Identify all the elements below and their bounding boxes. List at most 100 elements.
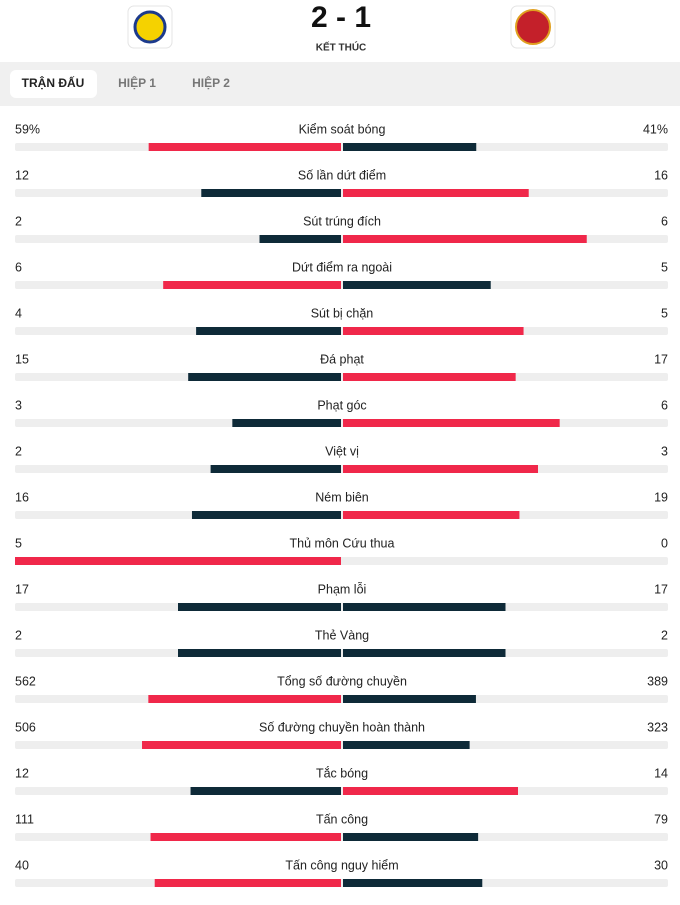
home-bar	[259, 235, 341, 243]
stat-label: Phạt góc	[317, 398, 366, 412]
away-value: 14	[654, 766, 668, 780]
home-bar	[142, 741, 341, 749]
tab[interactable]: HIỆP 1	[118, 75, 156, 90]
stat-label: Ném biên	[315, 490, 369, 504]
stat-label: Dứt điểm ra ngoài	[292, 260, 392, 274]
home-value: 2	[15, 628, 22, 642]
bar-track	[15, 143, 668, 151]
stat-label: Tổng số đường chuyền	[277, 674, 407, 688]
away-bar	[343, 327, 524, 335]
home-bar	[154, 879, 341, 887]
stat-label: Số đường chuyền hoàn thành	[259, 720, 425, 734]
away-bar	[343, 281, 491, 289]
home-value: 6	[15, 260, 22, 274]
home-value: 16	[15, 490, 29, 504]
home-bar	[15, 557, 341, 565]
bar-track	[15, 373, 668, 381]
home-value: 59%	[15, 122, 40, 136]
tab[interactable]: HIỆP 2	[192, 75, 230, 90]
stat-label: Sút bị chặn	[311, 306, 374, 320]
home-bar	[148, 143, 341, 151]
home-value: 12	[15, 766, 29, 780]
match-status: KẾT THÚC	[316, 41, 367, 54]
home-value: 4	[15, 306, 22, 320]
home-value: 40	[15, 858, 29, 872]
away-value: 3	[661, 444, 668, 458]
away-value: 6	[661, 214, 668, 228]
away-value: 79	[654, 812, 668, 826]
home-bar	[148, 695, 341, 703]
away-bar	[343, 511, 520, 519]
bar-track	[15, 603, 668, 611]
home-bar	[190, 787, 341, 795]
away-value: 30	[654, 858, 668, 872]
stat-label: Sút trúng đích	[303, 214, 381, 228]
away-bar	[343, 373, 516, 381]
away-value: 16	[654, 168, 668, 182]
home-bar	[150, 833, 341, 841]
home-bar	[178, 603, 341, 611]
away-bar	[343, 235, 587, 243]
away-bar	[343, 465, 538, 473]
away-bar	[343, 787, 518, 795]
away-value: 0	[661, 536, 668, 550]
away-value: 2	[661, 628, 668, 642]
home-bar	[163, 281, 341, 289]
away-bar	[343, 833, 479, 841]
home-bar	[178, 649, 341, 657]
bar-track	[15, 741, 668, 749]
away-value: 5	[661, 260, 668, 274]
stat-label: Thủ môn Cứu thua	[290, 536, 395, 550]
home-bar	[188, 373, 341, 381]
stat-label: Tắc bóng	[316, 765, 368, 780]
away-value: 17	[654, 352, 668, 366]
away-value: 41%	[643, 122, 668, 136]
bar-track	[15, 833, 668, 841]
home-value: 15	[15, 352, 29, 366]
home-bar	[191, 511, 341, 519]
stat-label: Tấn công nguy hiểm	[285, 858, 398, 872]
bar-track	[15, 695, 668, 703]
tab-bar	[0, 62, 680, 106]
home-value: 111	[15, 812, 34, 826]
away-bar	[343, 603, 506, 611]
tab[interactable]: TRẬN ĐẤU	[22, 75, 85, 90]
home-bar	[210, 465, 341, 473]
home-value: 562	[15, 674, 36, 688]
home-value: 12	[15, 168, 29, 182]
home-value: 2	[15, 214, 22, 228]
stat-label: Số lần dứt điểm	[298, 168, 386, 182]
bar-track	[15, 511, 668, 519]
stat-label: Đá phạt	[320, 352, 364, 366]
stat-label: Thẻ Vàng	[315, 628, 369, 642]
away-value: 19	[654, 490, 668, 504]
home-bar	[232, 419, 341, 427]
home-value: 17	[15, 582, 29, 596]
bar-track	[15, 649, 668, 657]
home-bar	[201, 189, 341, 197]
away-value: 17	[654, 582, 668, 596]
home-value: 3	[15, 398, 22, 412]
home-value: 5	[15, 536, 22, 550]
bar-track	[15, 189, 668, 197]
stat-label: Tấn công	[316, 812, 368, 826]
away-value: 6	[661, 398, 668, 412]
stat-label: Việt vị	[325, 444, 359, 458]
away-bar	[343, 419, 560, 427]
stat-label: Phạm lỗi	[318, 581, 367, 596]
active-tab-bg	[10, 70, 97, 98]
away-value: 5	[661, 306, 668, 320]
away-bar	[343, 695, 476, 703]
home-logo	[127, 5, 173, 49]
home-value: 506	[15, 720, 36, 734]
score: 2 - 1	[311, 1, 371, 34]
stat-label: Kiểm soát bóng	[299, 122, 386, 136]
away-bar	[343, 143, 477, 151]
away-bar	[343, 741, 470, 749]
away-value: 389	[647, 674, 668, 688]
bar-track	[15, 327, 668, 335]
bar-track	[15, 419, 668, 427]
bar-track	[15, 787, 668, 795]
away-value: 323	[647, 720, 668, 734]
